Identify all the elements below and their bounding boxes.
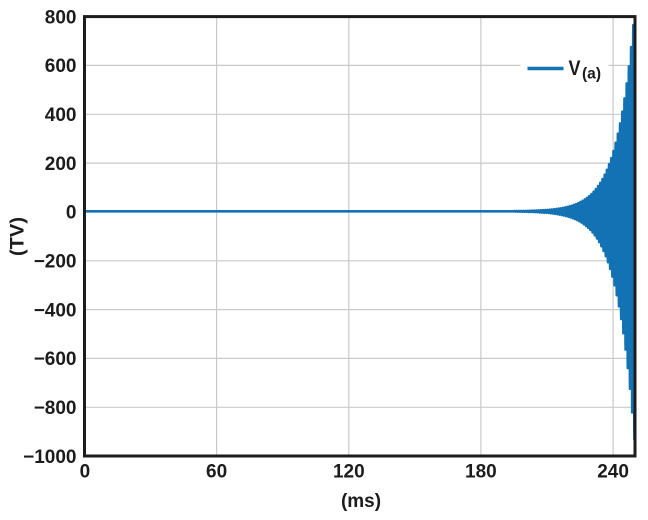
svg-text:400: 400 — [45, 105, 77, 126]
svg-text:−400: −400 — [34, 300, 77, 321]
svg-text:(a): (a) — [582, 66, 601, 83]
svg-text:−800: −800 — [34, 398, 77, 419]
svg-text:0: 0 — [80, 462, 91, 483]
svg-text:600: 600 — [45, 56, 77, 77]
svg-text:−600: −600 — [34, 349, 77, 370]
svg-text:0: 0 — [66, 203, 77, 224]
svg-text:60: 60 — [206, 462, 227, 483]
svg-text:120: 120 — [333, 462, 365, 483]
svg-text:180: 180 — [465, 462, 497, 483]
svg-text:800: 800 — [45, 7, 77, 28]
svg-text:(ms): (ms) — [341, 491, 381, 512]
svg-text:200: 200 — [45, 154, 77, 175]
svg-text:−1000: −1000 — [23, 447, 76, 468]
svg-text:(TV): (TV) — [8, 217, 29, 256]
svg-text:V: V — [569, 56, 582, 80]
svg-text:240: 240 — [597, 462, 629, 483]
svg-text:−200: −200 — [34, 252, 77, 273]
